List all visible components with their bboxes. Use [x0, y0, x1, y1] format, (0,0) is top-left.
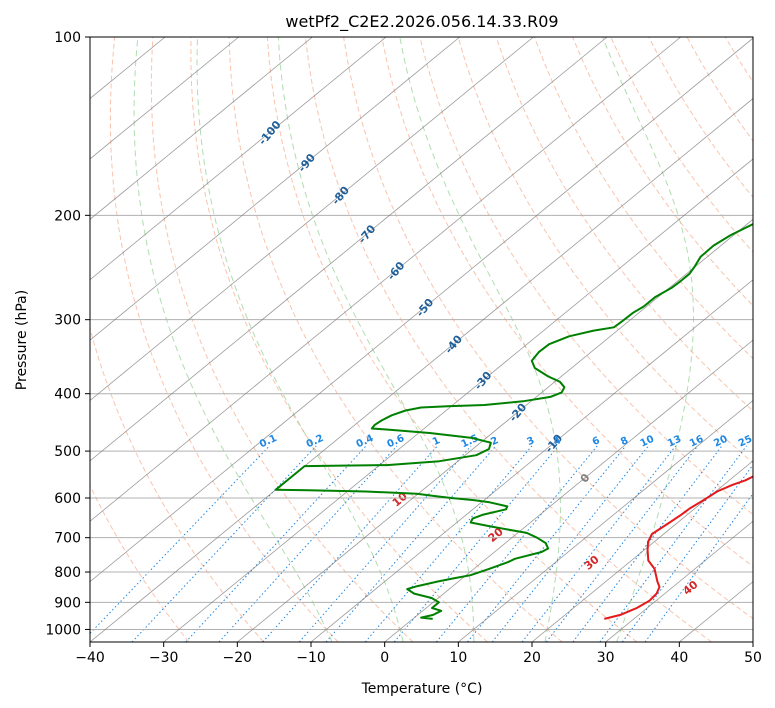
y-tick-label: 300 [54, 313, 81, 329]
dry-adiabat-line [266, 37, 638, 642]
dry-adiabat-line [343, 37, 753, 620]
isotherm-line [90, 37, 753, 583]
temperature-profile-line [604, 475, 753, 620]
y-tick-label: 500 [54, 444, 81, 460]
dry-adiabat-line [90, 484, 190, 642]
mixing-ratio-line [491, 445, 649, 642]
x-tick-label: 0 [380, 650, 389, 666]
mixing-ratio-label: 13 [666, 434, 683, 450]
dewpoint-profile-line [274, 223, 753, 620]
chart-title: wetPf2_C2E2.2026.056.14.33.R09 [285, 12, 558, 32]
y-tick-label: 700 [54, 531, 81, 547]
isotherm-line [90, 37, 682, 522]
moist-adiabat-line [133, 37, 333, 642]
mixing-ratio-line [644, 492, 753, 642]
x-tick-label: −30 [149, 650, 179, 666]
x-tick-label: −40 [75, 650, 105, 666]
mixing-ratio-label: 16 [688, 434, 705, 450]
mixing-ratio-line [298, 445, 472, 642]
mixing-ratio-line [521, 445, 677, 642]
x-tick-label: −20 [223, 650, 253, 666]
isotherm-line [90, 37, 313, 220]
x-tick-label: 10 [449, 650, 467, 666]
plot-frame [89, 36, 754, 643]
y-tick-label: 400 [54, 387, 81, 403]
mixing-ratio-label: 6 [591, 435, 602, 448]
dry-adiabat-line [495, 37, 753, 412]
mixing-ratio-line [325, 445, 497, 642]
mixing-ratio-line [393, 445, 559, 642]
mixing-ratio-line [90, 445, 270, 635]
mixing-ratio-line [599, 445, 747, 642]
x-tick-label: 30 [597, 650, 615, 666]
mixing-ratio-line [364, 445, 533, 642]
dry-adiabat-line [381, 37, 753, 568]
y-axis-label: Pressure (hPa) [14, 290, 30, 390]
mixing-ratio-line [131, 445, 317, 642]
y-tick-label: 900 [54, 595, 81, 611]
x-tick-label: 50 [744, 650, 762, 666]
mixing-ratio-label: 1 [431, 435, 442, 448]
mixing-ratio-label: 10 [639, 434, 656, 450]
isotherm-line [458, 399, 753, 642]
isotherm-line [90, 37, 608, 462]
y-tick-label: 100 [54, 30, 81, 46]
y-tick-label: 600 [54, 491, 81, 507]
mixing-ratio-label: 4 [552, 435, 563, 448]
x-tick-label: 40 [670, 650, 688, 666]
y-tick-label: 800 [54, 565, 81, 581]
isotherm-line [163, 158, 753, 642]
mixing-ratio-label: 3 [525, 435, 536, 448]
isotherm-line [90, 98, 753, 642]
mixing-ratio-line [185, 445, 367, 642]
isotherm-line [605, 520, 753, 642]
mixing-ratio-line [621, 464, 753, 642]
y-axis: 100 200 300 400 500 600 700 800 900 1000 [45, 30, 90, 638]
isotherm-line [310, 279, 753, 642]
isotherm-line [90, 37, 387, 281]
moist-adiabat-line [399, 37, 561, 642]
mixing-ratio-label: 8 [619, 435, 630, 448]
mixing-ratio-label: 20 [712, 434, 729, 450]
y-tick-label: 1000 [45, 622, 81, 638]
isotherm-line [384, 339, 753, 642]
dry-adiabat-line [228, 37, 563, 642]
mixing-ratio-line [218, 445, 398, 642]
moist-adiabat-line [196, 37, 404, 642]
x-axis: −40 −30 −20 −10 0 10 20 30 40 50 [75, 642, 762, 666]
isotherm-line [90, 37, 240, 160]
dry-adiabat-line [190, 37, 488, 642]
mixing-ratio-line [572, 445, 723, 642]
mixing-ratio-label: 2 [489, 435, 500, 448]
moist-adiabat-line [277, 37, 475, 642]
x-tick-label: 20 [523, 650, 541, 666]
isotherm-line [237, 218, 753, 642]
isotherm-line [90, 37, 534, 401]
isotherm-line [531, 460, 753, 642]
mixing-ratio-label: 25 [737, 434, 754, 450]
x-axis-label: Temperature (°C) [361, 681, 483, 697]
y-tick-label: 200 [54, 208, 81, 224]
x-tick-label: −10 [296, 650, 326, 666]
isotherm-line [90, 37, 461, 341]
